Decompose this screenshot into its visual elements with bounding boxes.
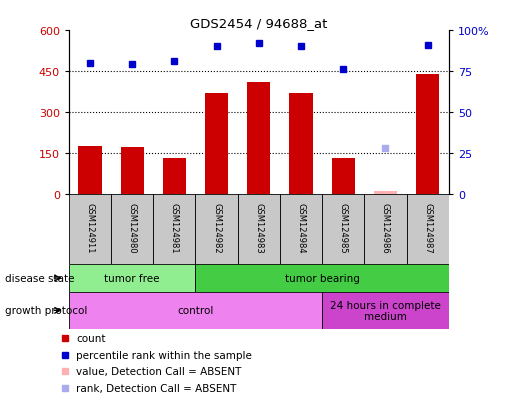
Text: count: count xyxy=(76,333,105,343)
Text: GSM124982: GSM124982 xyxy=(212,202,221,253)
Bar xyxy=(373,191,397,194)
Text: GSM124980: GSM124980 xyxy=(127,202,136,253)
Bar xyxy=(247,83,270,194)
Bar xyxy=(406,194,448,264)
Text: value, Detection Call = ABSENT: value, Detection Call = ABSENT xyxy=(76,366,241,377)
Bar xyxy=(120,148,144,194)
Bar xyxy=(153,194,195,264)
Bar xyxy=(195,194,237,264)
Text: GSM124983: GSM124983 xyxy=(254,202,263,253)
Text: percentile rank within the sample: percentile rank within the sample xyxy=(76,350,251,360)
Bar xyxy=(237,194,279,264)
Text: GSM124981: GSM124981 xyxy=(169,202,179,253)
Bar xyxy=(111,194,153,264)
Text: disease state: disease state xyxy=(5,273,74,283)
Bar xyxy=(331,159,354,194)
Text: GSM124984: GSM124984 xyxy=(296,202,305,253)
Text: tumor bearing: tumor bearing xyxy=(284,273,359,283)
Bar xyxy=(322,194,363,264)
Bar xyxy=(322,292,448,329)
Text: GSM124985: GSM124985 xyxy=(338,202,347,253)
Text: control: control xyxy=(177,306,213,316)
Bar xyxy=(195,264,448,292)
Bar xyxy=(415,74,438,194)
Bar xyxy=(162,159,186,194)
Bar xyxy=(289,93,312,194)
Bar xyxy=(69,264,195,292)
Text: GSM124911: GSM124911 xyxy=(86,203,94,253)
Bar xyxy=(279,194,322,264)
Text: GSM124987: GSM124987 xyxy=(422,202,431,253)
Bar xyxy=(78,147,101,194)
Text: 24 hours in complete
medium: 24 hours in complete medium xyxy=(329,300,440,321)
Bar xyxy=(363,194,406,264)
Text: rank, Detection Call = ABSENT: rank, Detection Call = ABSENT xyxy=(76,383,236,393)
Text: tumor free: tumor free xyxy=(104,273,160,283)
Bar xyxy=(69,194,111,264)
Title: GDS2454 / 94688_at: GDS2454 / 94688_at xyxy=(190,17,327,30)
Bar xyxy=(69,292,322,329)
Text: growth protocol: growth protocol xyxy=(5,306,88,316)
Text: GSM124986: GSM124986 xyxy=(380,202,389,253)
Bar xyxy=(205,93,228,194)
